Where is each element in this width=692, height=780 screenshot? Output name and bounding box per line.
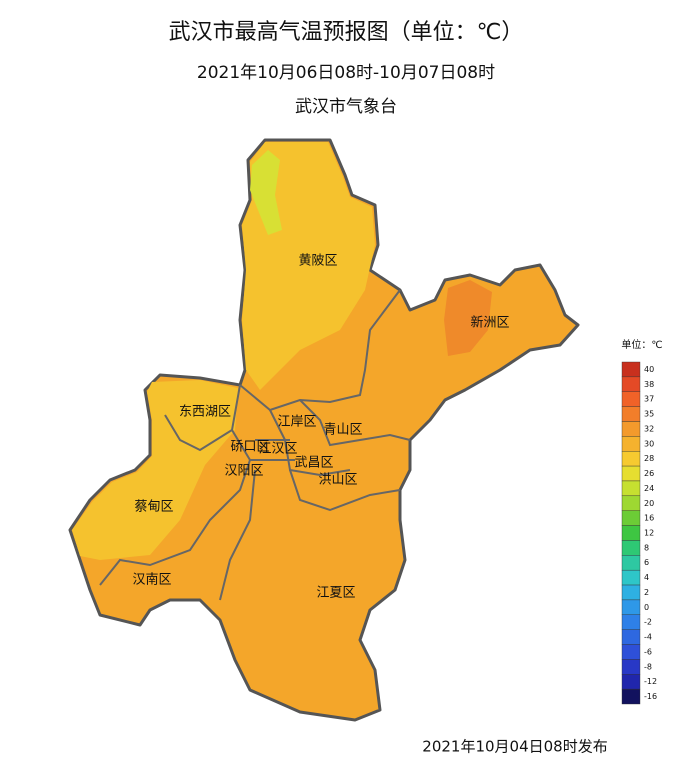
district-label: 汉阳区 <box>224 464 263 479</box>
legend-swatch <box>621 391 641 407</box>
district-label: 黄陂区 <box>298 253 337 269</box>
border-line <box>164 384 241 452</box>
district-borders <box>99 289 411 601</box>
legend-label: 24 <box>644 484 654 493</box>
district-label: 汉南区 <box>132 572 171 588</box>
legend-label: -4 <box>644 633 652 642</box>
district-label: 武昌区 <box>294 456 333 471</box>
title: 武汉市最高气温预报图（单位：℃） <box>169 20 524 45</box>
legend-label: 4 <box>644 573 649 582</box>
legend-label: -12 <box>644 677 657 686</box>
legend-swatch <box>621 644 641 660</box>
district-label: 江夏区 <box>316 586 355 601</box>
border-line <box>299 399 411 447</box>
legend-label: 6 <box>644 558 649 567</box>
legend: 单位：℃40383735323028262420161286420-2-4-6-… <box>621 338 663 705</box>
district-label: 东西湖区 <box>179 405 231 420</box>
footer: 2021年10月04日08时发布 <box>422 738 607 756</box>
legend-swatch <box>621 614 641 630</box>
legend-swatch <box>621 406 641 422</box>
map-shapes <box>68 138 580 722</box>
district-label: 新洲区 <box>470 315 509 331</box>
district-label: 蔡甸区 <box>134 500 173 515</box>
legend-label: -8 <box>644 662 652 671</box>
district-label: 硚口区 <box>230 440 269 455</box>
district-label: 江汉区 <box>258 442 297 457</box>
warm-west-area <box>72 380 238 560</box>
period: 2021年10月06日08时-10月07日08时 <box>197 63 495 83</box>
legend-label: 35 <box>644 410 654 419</box>
district-label: 洪山区 <box>318 473 357 488</box>
legend-label: -6 <box>644 647 652 656</box>
legend-label: 0 <box>644 603 649 612</box>
legend-swatch <box>621 495 641 511</box>
border-line <box>250 439 295 461</box>
legend-swatch <box>621 376 641 392</box>
legend-swatch <box>621 436 641 452</box>
legend-label: 28 <box>644 454 654 463</box>
legend-swatch <box>621 599 641 615</box>
legend-swatch <box>621 584 641 601</box>
legend-label: -2 <box>644 618 652 627</box>
legend-swatch <box>621 629 641 645</box>
border-line <box>239 289 401 412</box>
legend-label: 16 <box>644 514 654 523</box>
legend-label: 30 <box>644 439 654 448</box>
legend-swatch <box>621 361 641 378</box>
legend-swatch <box>621 659 641 675</box>
legend-swatch <box>621 421 641 437</box>
legend-label: 37 <box>644 395 654 404</box>
legend-swatch <box>621 465 641 482</box>
legend-label: 40 <box>644 365 654 374</box>
hot-spot <box>444 280 492 356</box>
legend-swatch <box>621 688 641 705</box>
district-label: 江岸区 <box>277 415 316 430</box>
legend-label: 26 <box>644 469 654 478</box>
legend-label: 38 <box>644 380 654 389</box>
legend-label: 2 <box>644 588 649 597</box>
legend-label: 12 <box>644 529 654 538</box>
legend-swatch <box>621 525 641 541</box>
district-label: 青山区 <box>323 423 362 438</box>
legend-label: -16 <box>644 692 657 701</box>
legend-swatch <box>621 540 641 556</box>
cool-peak <box>250 150 282 235</box>
legend-label: 20 <box>644 499 654 508</box>
border-line <box>219 469 256 601</box>
border-line <box>99 429 252 586</box>
issuer: 武汉市气象台 <box>295 97 397 117</box>
legend-title: 单位：℃ <box>621 338 662 351</box>
legend-swatch <box>621 451 641 467</box>
legend-swatch <box>621 569 641 586</box>
border-line <box>289 469 401 512</box>
legend-label: 8 <box>644 543 649 552</box>
legend-swatch <box>621 480 641 497</box>
legend-label: 32 <box>644 424 654 433</box>
legend-swatch <box>621 674 641 690</box>
legend-swatch <box>621 555 641 571</box>
border-line <box>269 409 351 477</box>
legend-swatch <box>621 510 641 526</box>
